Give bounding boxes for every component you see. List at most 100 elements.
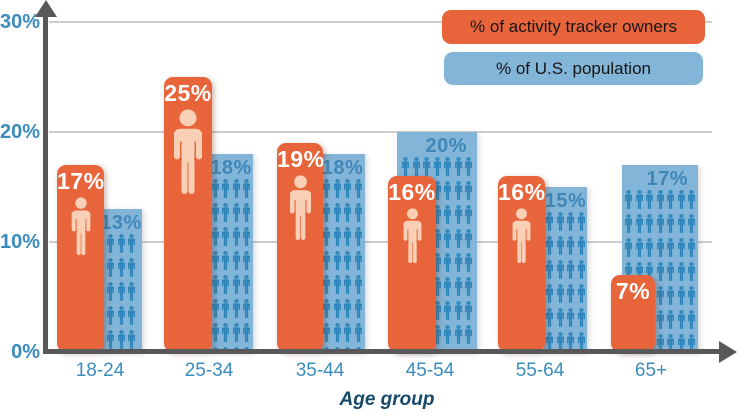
person-icon [666, 262, 675, 281]
person-icon [221, 179, 230, 198]
person-icon [577, 308, 586, 327]
person-icon [354, 227, 363, 246]
person-icon [677, 214, 686, 233]
person-icon [333, 299, 342, 318]
bar-us-population: 13% [100, 209, 142, 352]
x-tick-label: 25-34 [184, 360, 234, 381]
person-icon [464, 301, 473, 320]
bar-us-population: 18% [209, 154, 253, 352]
bar-tracker-owners: 16% [388, 176, 436, 352]
person-icon [464, 181, 473, 200]
bar-value-label: 18% [321, 157, 364, 179]
people-pattern [210, 179, 252, 350]
person-icon [322, 251, 331, 270]
person-icon [443, 229, 452, 248]
y-axis-arrow-icon [34, 0, 57, 17]
person-icon [127, 306, 136, 325]
person-icon [464, 277, 473, 296]
y-tick-label: 30% [0, 11, 41, 33]
person-icon [656, 310, 665, 329]
bar-us-population: 18% [320, 154, 365, 352]
person-icon [106, 258, 115, 277]
person-icon [454, 181, 463, 200]
person-icon [666, 310, 675, 329]
person-icon [454, 157, 463, 176]
person-icon [343, 203, 352, 222]
person-icon [354, 323, 363, 342]
person-icon [211, 179, 220, 198]
person-icon [443, 157, 452, 176]
person-icon [106, 234, 115, 253]
person-icon [211, 275, 220, 294]
bar-tracker-owners: 7% [611, 275, 655, 352]
person-icon [242, 251, 251, 270]
bar-value-label: 13% [100, 212, 142, 234]
person-icon [221, 251, 230, 270]
person-icon [127, 330, 136, 349]
person-icon [635, 190, 644, 209]
person-icon [354, 299, 363, 318]
person-icon [242, 299, 251, 318]
person-icon [221, 275, 230, 294]
person-icon [545, 212, 554, 231]
person-icon [656, 238, 665, 257]
person-icon [645, 214, 654, 233]
x-axis-title: Age group [339, 389, 435, 410]
person-icon [545, 308, 554, 327]
person-icon [322, 323, 331, 342]
person-icon [577, 260, 586, 279]
gridline-30% [49, 21, 712, 23]
person-icon [645, 190, 654, 209]
person-icon [556, 260, 565, 279]
bar-tracker-owners: 17% [57, 165, 104, 352]
person-icon [624, 214, 633, 233]
person-icon [566, 236, 575, 255]
person-icon [666, 190, 675, 209]
bar-value-label: 19% [277, 146, 325, 172]
people-pattern [321, 179, 364, 350]
person-icon [566, 212, 575, 231]
person-icon [677, 286, 686, 305]
bar-value-label: 25% [164, 80, 212, 106]
person-icon [117, 330, 126, 349]
y-tick-label: 10% [0, 231, 41, 253]
person-icon [443, 205, 452, 224]
x-axis-line [43, 349, 719, 354]
person-icon [322, 275, 331, 294]
legend-label-activity-tracker-owners: % of activity tracker owners [470, 17, 677, 36]
person-icon [127, 282, 136, 301]
bar-value-label: 7% [615, 278, 651, 304]
person-icon [433, 157, 442, 176]
person-icon [556, 284, 565, 303]
person-icon [354, 251, 363, 270]
bar-tracker-owners: 25% [164, 77, 212, 352]
legend-item-activity-tracker-owners: % of activity tracker owners [442, 10, 705, 44]
person-icon [343, 299, 352, 318]
person-icon [656, 334, 665, 350]
person-icon [454, 253, 463, 272]
bar-value-label: 17% [57, 168, 105, 194]
bar-value-label: 16% [388, 179, 436, 205]
person-icon [656, 286, 665, 305]
person-icon [677, 334, 686, 350]
bar-value-label: 20% [425, 135, 467, 157]
person-icon [170, 109, 206, 194]
person-icon [242, 203, 251, 222]
person-icon [666, 334, 675, 350]
gridline-20% [49, 131, 712, 133]
person-icon [443, 277, 452, 296]
person-icon [443, 301, 452, 320]
person-icon [211, 251, 220, 270]
person-icon [577, 332, 586, 350]
person-icon [232, 299, 241, 318]
person-icon [687, 310, 696, 329]
person-icon [635, 238, 644, 257]
person-icon [221, 203, 230, 222]
people-pattern [101, 234, 141, 350]
person-icon [117, 282, 126, 301]
y-tick-label: 20% [0, 121, 41, 143]
person-icon [666, 238, 675, 257]
person-icon [556, 308, 565, 327]
person-icon [464, 205, 473, 224]
